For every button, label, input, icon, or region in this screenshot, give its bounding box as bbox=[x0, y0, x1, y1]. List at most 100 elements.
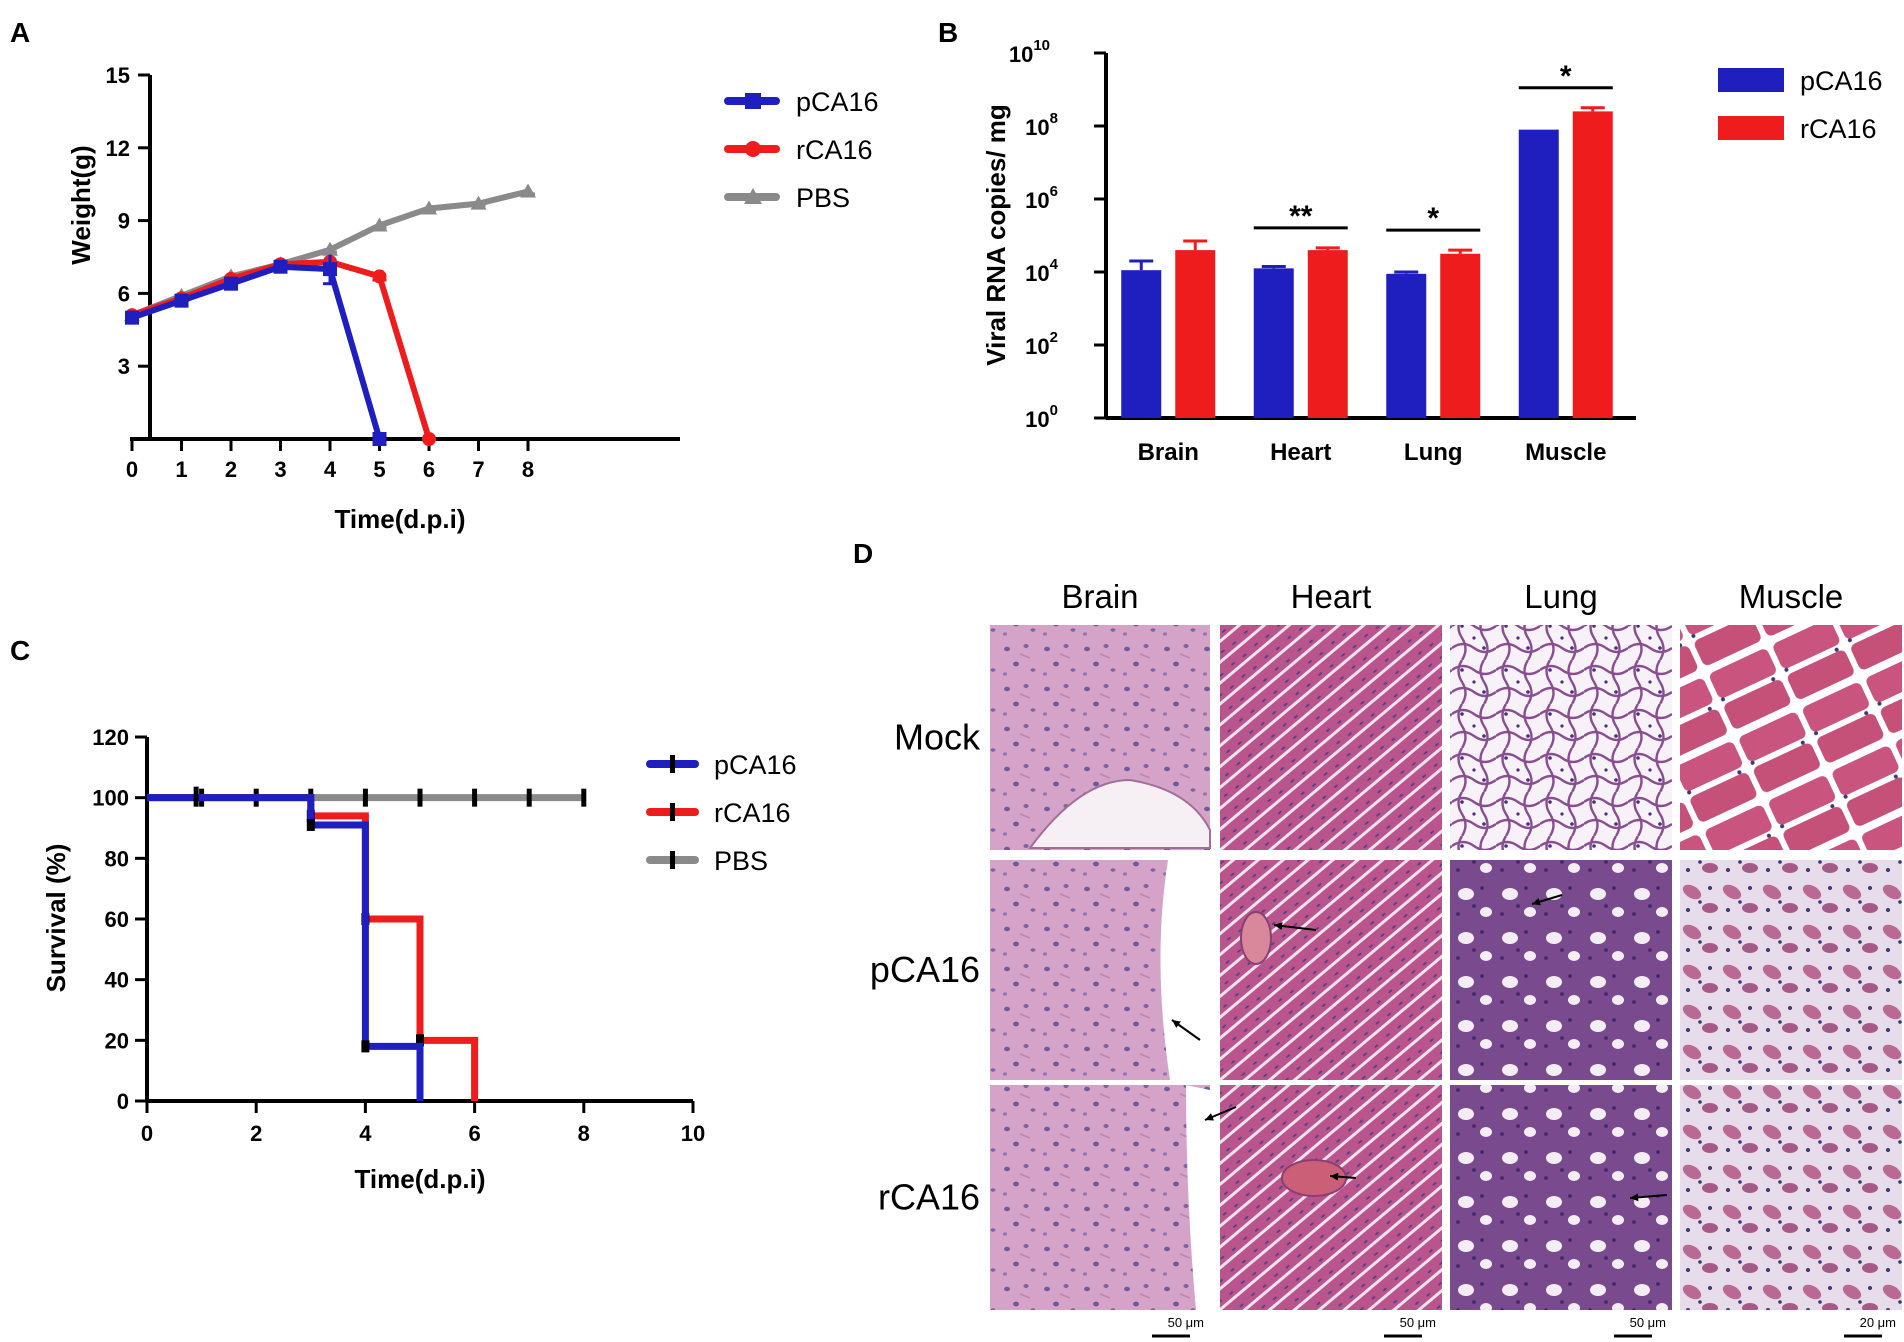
b-legend-label-pCA16: pCA16 bbox=[1800, 66, 1883, 96]
b-category-label-heart: Heart bbox=[1270, 439, 1331, 466]
a-point-pCA16 bbox=[224, 276, 238, 291]
b-y-tick-exponent: 8 bbox=[1050, 110, 1058, 127]
a-x-tick-label: 8 bbox=[522, 457, 534, 482]
d-arrowhead bbox=[1274, 922, 1283, 930]
a-x-tick-label: 1 bbox=[175, 457, 187, 482]
d-scale-bar-label: 50 μm bbox=[1630, 1315, 1666, 1330]
d-rca16-brain-edge bbox=[1186, 1085, 1210, 1310]
c-y-tick-label: 80 bbox=[105, 846, 129, 871]
b-y-tick-label: 1010 bbox=[1009, 37, 1050, 67]
d-scale-bar-label: 20 μm bbox=[1860, 1315, 1896, 1330]
c-event-mark bbox=[306, 818, 315, 831]
a-y-tick-label: 9 bbox=[118, 209, 130, 234]
c-line-rCA16 bbox=[147, 794, 479, 1101]
a-y-tick-label: 15 bbox=[106, 63, 130, 88]
a-x-tick-label: 4 bbox=[324, 457, 337, 482]
a-point-pCA16 bbox=[125, 310, 139, 325]
c-ylabel: Survival (%) bbox=[41, 844, 71, 993]
c-y-tick-label: 120 bbox=[92, 725, 129, 750]
c-y-tick-label: 40 bbox=[105, 968, 129, 993]
c-censor-mark bbox=[417, 788, 423, 807]
d-histology-grid: Brain Heart Lung Muscle Mock pCA16 rCA16 50 μm 5… bbox=[870, 578, 1902, 1338]
b-significance-label: * bbox=[1560, 60, 1572, 93]
c-y-tick-label: 60 bbox=[105, 907, 129, 932]
a-line-pCA16 bbox=[131, 263, 383, 440]
c-y-tick-label: 20 bbox=[105, 1028, 129, 1053]
c-legend-marker-rCA16 bbox=[670, 803, 675, 821]
b-y-tick-label: 108 bbox=[1025, 110, 1058, 140]
a-point-PBS bbox=[322, 241, 338, 256]
d-arrowhead bbox=[1330, 1172, 1339, 1181]
d-column-label-brain: Brain bbox=[1061, 578, 1138, 615]
c-censor-mark bbox=[581, 788, 587, 807]
d-mock-brain-vessel-space bbox=[1028, 778, 1211, 849]
c-x-tick-label: 8 bbox=[578, 1121, 590, 1146]
b-significance-label: * bbox=[1427, 202, 1439, 235]
a-y-tick-label: 6 bbox=[118, 281, 130, 306]
panel-d-histology: D Brain Heart Lung Muscle Mock pCA16 rCA16 50 μ… bbox=[853, 538, 1902, 1338]
a-legend-label-PBS: PBS bbox=[796, 183, 850, 213]
a-legend: pCA16 rCA16 PBS bbox=[724, 87, 879, 213]
d-arrowhead bbox=[1172, 1020, 1181, 1028]
panel-a-weight-chart: A Weight(g) Time(d.p.i) 0 1 2 3 4 5 6 7 83691215… bbox=[10, 17, 879, 534]
d-micrograph-pca16-lung bbox=[1450, 860, 1672, 1080]
a-point-pCA16 bbox=[273, 259, 288, 274]
c-x-tick-label: 10 bbox=[681, 1121, 705, 1146]
c-x-tick-label: 6 bbox=[468, 1121, 480, 1146]
a-point-pCA16 bbox=[323, 262, 337, 277]
c-censor-mark bbox=[193, 786, 199, 807]
c-censor-mark bbox=[362, 788, 368, 807]
b-y-tick-exponent: 10 bbox=[1033, 37, 1050, 54]
a-series bbox=[124, 183, 536, 446]
b-legend-swatch-pCA16 bbox=[1718, 68, 1784, 92]
d-column-label-muscle: Muscle bbox=[1739, 578, 1844, 615]
a-point-rCA16 bbox=[422, 432, 436, 446]
a-xlabel: Time(d.p.i) bbox=[335, 504, 466, 534]
b-category-label-lung: Lung bbox=[1404, 439, 1463, 466]
panel-label-c: C bbox=[10, 635, 30, 666]
panel-label-a: A bbox=[10, 17, 30, 48]
b-ylabel: Viral RNA copies/ mg bbox=[981, 104, 1011, 366]
a-x-tick-label: 6 bbox=[423, 457, 435, 482]
b-bar-rCA16-muscle bbox=[1572, 111, 1613, 419]
a-point-pCA16 bbox=[372, 432, 387, 446]
c-y-tick-label: 100 bbox=[92, 786, 129, 811]
d-scale-bar-label: 50 μm bbox=[1400, 1315, 1436, 1330]
panel-label-d: D bbox=[853, 538, 873, 569]
a-point-PBS bbox=[470, 195, 487, 210]
d-micrograph-mock-heart bbox=[1220, 625, 1442, 850]
d-pca16-brain-edge bbox=[1160, 860, 1210, 1080]
b-bar-pCA16-muscle bbox=[1518, 129, 1559, 418]
c-series bbox=[147, 786, 587, 1101]
c-censor-mark bbox=[472, 788, 478, 807]
a-legend-marker-pCA16 bbox=[745, 93, 761, 109]
d-micrograph-pca16-muscle bbox=[1680, 860, 1902, 1080]
c-y-tick-label: 0 bbox=[117, 1089, 129, 1114]
a-point-rCA16 bbox=[372, 269, 387, 284]
b-y-tick-exponent: 0 bbox=[1050, 402, 1058, 419]
b-bar-rCA16-brain bbox=[1175, 250, 1216, 418]
a-ylabel: Weight(g) bbox=[66, 145, 96, 264]
a-point-PBS bbox=[520, 183, 536, 198]
c-line-pCA16 bbox=[147, 794, 424, 1101]
a-x-tick-label: 5 bbox=[373, 457, 385, 482]
d-column-label-lung: Lung bbox=[1524, 578, 1597, 615]
c-legend-marker-pCA16 bbox=[670, 755, 675, 773]
b-legend-label-rCA16: rCA16 bbox=[1800, 114, 1877, 144]
b-bar-rCA16-heart bbox=[1307, 250, 1348, 418]
a-legend-label-rCA16: rCA16 bbox=[796, 135, 873, 165]
b-legend-swatch-rCA16 bbox=[1718, 116, 1784, 140]
d-row-label-mock: Mock bbox=[894, 717, 981, 758]
c-event-mark bbox=[416, 1034, 424, 1047]
b-bars: ** ** bbox=[1121, 60, 1613, 419]
d-row-label-pca16: pCA16 bbox=[870, 949, 980, 990]
a-x-tick-label: 2 bbox=[225, 457, 237, 482]
c-xlabel: Time(d.p.i) bbox=[355, 1164, 486, 1194]
c-legend-label-rCA16: rCA16 bbox=[714, 798, 791, 828]
b-y-tick-label: 100 bbox=[1025, 402, 1058, 432]
d-micrograph-rca16-muscle bbox=[1680, 1085, 1902, 1310]
b-y-tick-exponent: 6 bbox=[1050, 183, 1058, 200]
